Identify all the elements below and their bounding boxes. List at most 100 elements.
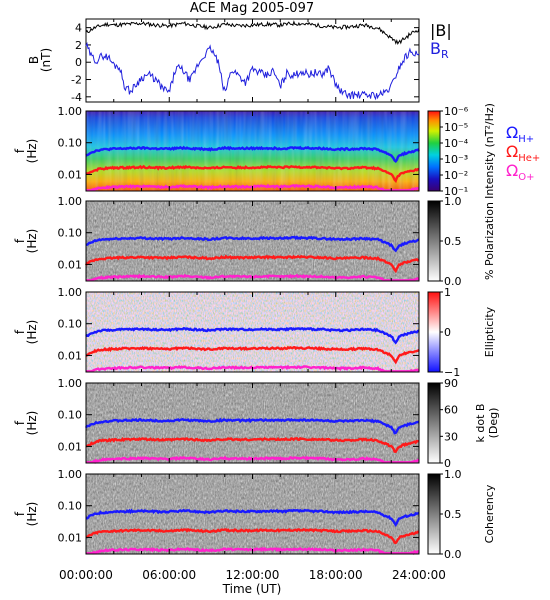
- colorbar-tick-label: −1: [444, 366, 460, 379]
- ytick-label: -4: [71, 91, 82, 104]
- series-b-total: [85, 20, 420, 46]
- gyro-line-h: [85, 145, 420, 163]
- freq-axis-label: f: [13, 148, 27, 153]
- colorbar-tick-label: 10⁻³: [444, 153, 468, 166]
- gyro-legend: ΩH+ ΩHe+ ΩO+: [506, 123, 540, 183]
- panel-b-ylabel-unit: (nT): [39, 48, 53, 72]
- time-axis: 00:00:00 06:00:00 12:00:00 18:00:00 24:00:00: [59, 19, 446, 582]
- colorbar-tick-label: 0: [444, 326, 451, 339]
- legend-b-total: |B|: [430, 21, 452, 40]
- ytick-label: 2: [75, 39, 82, 52]
- freq-axis-label: f: [13, 238, 27, 243]
- freq-axis-unit: (Hz): [25, 320, 39, 345]
- spectrogram-panel-1: 1.00 0.10 0.01 f(Hz) 10⁻¹ 10⁻² 10⁻³ 10⁻⁴ 10⁻⁵ 10⁻…: [13, 103, 496, 199]
- colorbar-label: Intensity (nT²/Hz): [483, 103, 496, 199]
- colorbar-tick-label: 0: [444, 457, 451, 470]
- freq-axis-unit: (Hz): [25, 502, 39, 527]
- gyro-line-he: [85, 527, 420, 545]
- spectrogram-panel-2: 1.00 0.10 0.01 f(Hz) 1.0 0.5 0.0 % Polarization: [13, 195, 496, 288]
- freq-axis-label: f: [13, 511, 27, 516]
- colorbar: [427, 291, 441, 373]
- spectrogram-panel-5: 1.00 0.10 0.01 f(Hz) 1.0 0.5 0.0 Coherency: [13, 468, 496, 561]
- freq-axis-unit: (Hz): [25, 229, 39, 254]
- freq-tick-label: 1.00: [58, 286, 83, 299]
- colorbar-tick-label: 90: [444, 377, 458, 390]
- panel-b-frame: [85, 18, 420, 103]
- freq-axis-unit: (Hz): [25, 411, 39, 436]
- ytick-label: 4: [75, 22, 82, 35]
- legend-omega-h: ΩH+: [506, 123, 534, 145]
- time-tick-label: 18:00:00: [309, 568, 363, 582]
- legend-omega-he: ΩHe+: [506, 142, 540, 164]
- time-tick-label: 00:00:00: [59, 568, 113, 582]
- colorbar: [427, 110, 441, 192]
- colorbar-tick-label: 0.5: [444, 235, 462, 248]
- panel-b-ylabel: B: [27, 56, 41, 64]
- spectrogram-panel-3: 1.00 0.10 0.01 f(Hz) 1 0 −1 Ellipticity: [13, 286, 496, 379]
- time-tick-label: 12:00:00: [226, 568, 280, 582]
- gyro-line-h: [86, 235, 420, 253]
- gyro-line-h: [84, 417, 420, 435]
- freq-tick-label: 0.01: [58, 349, 83, 362]
- freq-tick-label: 0.01: [58, 531, 83, 544]
- colorbar-tick-label: 60: [444, 404, 458, 417]
- panel-b-yticks: -4 -2 0 2 4: [71, 22, 419, 104]
- series-b-r: [85, 41, 420, 101]
- gyro-line-h: [85, 326, 420, 345]
- colorbar-tick-label: 30: [444, 430, 458, 443]
- spectrogram-texture: [86, 383, 419, 463]
- legend-omega-o: ΩO+: [506, 161, 534, 183]
- freq-tick-label: 0.10: [58, 409, 83, 422]
- colorbar-label: k dot B: [474, 404, 487, 443]
- spectrogram-panels: 1.000.100.01f(Hz)10⁻¹10⁻²10⁻³10⁻⁴10⁻⁵10⁻…: [13, 103, 500, 561]
- freq-tick-label: 0.01: [58, 258, 83, 271]
- colorbar-label: Coherency: [483, 484, 496, 543]
- spectrogram-texture: [86, 111, 419, 191]
- time-tick-label: 06:00:00: [142, 568, 196, 582]
- time-axis-label: Time (UT): [222, 582, 282, 596]
- freq-tick-label: 0.01: [58, 168, 83, 181]
- colorbar: [427, 200, 441, 282]
- freq-tick-label: 1.00: [58, 468, 83, 481]
- colorbar-label-unit: (Deg): [487, 408, 500, 439]
- colorbar-tick-label: 0.0: [444, 548, 462, 561]
- ytick-label: 0: [75, 56, 82, 69]
- freq-axis-unit: (Hz): [25, 139, 39, 164]
- colorbar-tick-label: 1.0: [444, 468, 462, 481]
- spectrogram-texture: [86, 292, 419, 372]
- colorbar-label: Ellipticity: [483, 306, 496, 357]
- colorbar-tick-label: 10⁻⁴: [444, 137, 469, 150]
- gyro-line-h: [85, 508, 420, 528]
- freq-tick-label: 1.00: [58, 105, 83, 118]
- freq-tick-label: 0.01: [58, 440, 83, 453]
- figure-title: ACE Mag 2005-097: [190, 1, 314, 16]
- gyro-line-he: [85, 436, 420, 453]
- gyro-line-he: [84, 254, 420, 274]
- gyro-line-he: [85, 345, 420, 365]
- freq-axis-label: f: [13, 420, 27, 425]
- colorbar-tick-label: 10⁻¹: [444, 185, 468, 198]
- freq-tick-label: 1.00: [58, 195, 83, 208]
- colorbar: [427, 473, 441, 555]
- freq-tick-label: 1.00: [58, 377, 83, 390]
- time-tick-label: 24:00:00: [392, 568, 446, 582]
- colorbar-tick-label: 0.0: [444, 275, 462, 288]
- colorbar: [427, 382, 441, 464]
- legend-b-r: BR: [430, 39, 449, 61]
- colorbar-tick-label: 10⁻⁵: [444, 121, 468, 134]
- freq-tick-label: 0.10: [58, 227, 83, 240]
- colorbar-tick-label: 0.5: [444, 508, 462, 521]
- freq-tick-label: 0.10: [58, 318, 83, 331]
- freq-tick-label: 0.10: [58, 500, 83, 513]
- spectrogram-texture: [86, 474, 419, 554]
- spectrogram-panel-4: 1.00 0.10 0.01 f(Hz) 90 60 30 0 k dot B (Deg): [13, 377, 500, 470]
- ytick-label: -2: [71, 74, 82, 87]
- colorbar-tick-label: 10⁻²: [444, 169, 468, 182]
- freq-tick-label: 0.10: [58, 137, 83, 150]
- colorbar-label: % Polarization: [483, 202, 496, 280]
- colorbar-tick-label: 1.0: [444, 195, 462, 208]
- panel-b-field: -4 -2 0 2 4 B (nT) |B| BR: [27, 18, 452, 104]
- colorbar-tick-label: 1: [444, 286, 451, 299]
- colorbar-tick-label: 10⁻⁶: [444, 105, 469, 118]
